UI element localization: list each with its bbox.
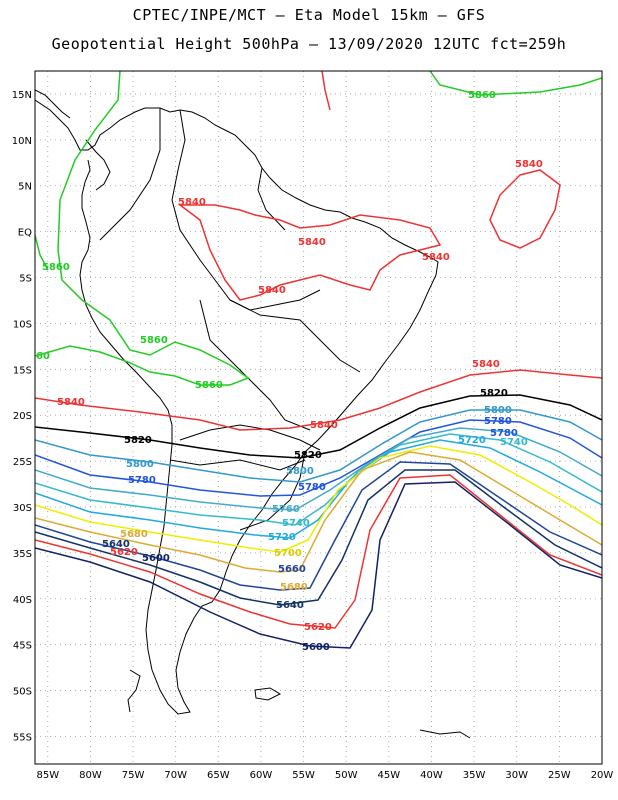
- contour-label: 5740: [500, 437, 528, 448]
- contour-5840: [35, 369, 602, 431]
- lon-tick-label: 70W: [164, 770, 187, 781]
- longitude-labels: 85W 80W 75W 70W 65W 60W 55W 50W 45W 40W 35W 30W 25W 2…: [36, 770, 613, 781]
- contour-label: 5800: [126, 459, 154, 470]
- contour-5700: [35, 445, 602, 553]
- contour-label: 5640: [102, 539, 130, 550]
- contour-label: 5820: [294, 450, 322, 461]
- contour-label: 5740: [282, 518, 310, 529]
- map-grid: [35, 71, 603, 764]
- map-title: CPTEC/INPE/MCT – Eta Model 15km – GFS: [132, 6, 486, 24]
- contour-label: 5780: [490, 428, 518, 439]
- map-frame: [34, 70, 603, 765]
- contour-label: 5780: [298, 482, 326, 493]
- lon-tick-label: 25W: [548, 770, 571, 781]
- lon-tick-label: 35W: [463, 770, 486, 781]
- lat-tick-label: 25S: [13, 457, 32, 468]
- contour-label: 5840: [258, 285, 286, 296]
- lon-tick-label: 75W: [122, 770, 145, 781]
- contour-label: 5860: [42, 262, 70, 273]
- contour-label: 60: [36, 351, 50, 362]
- contour-label: 5840: [57, 397, 85, 408]
- lat-tick-label: 5N: [18, 182, 32, 193]
- contour-label: 5840: [422, 252, 450, 263]
- lon-tick-label: 55W: [292, 770, 315, 781]
- contour-label: 5680: [280, 582, 308, 593]
- contour-label: 5840: [298, 237, 326, 248]
- contour-label: 5820: [480, 388, 508, 399]
- lat-tick-label: 10N: [12, 136, 32, 147]
- contour-label: 5600: [302, 642, 330, 653]
- lat-tick-label: 5S: [19, 274, 32, 285]
- contour-label: 5660: [278, 564, 306, 575]
- contour-5800: [35, 409, 602, 483]
- contour-label: 5800: [286, 466, 314, 477]
- lat-tick-label: 15N: [12, 90, 32, 101]
- contour-5860: [35, 71, 250, 386]
- contour-label: 5700: [274, 548, 302, 559]
- lon-tick-label: 80W: [79, 770, 102, 781]
- map-subtitle: Geopotential Height 500hPa – 13/09/2020 …: [51, 35, 567, 53]
- contour-5780: [35, 419, 602, 497]
- contour-label: 5600: [142, 553, 170, 564]
- lat-tick-label: 40S: [13, 595, 32, 606]
- lat-tick-label: EQ: [18, 228, 32, 239]
- lat-tick-label: 30S: [13, 503, 32, 514]
- lon-tick-label: 65W: [207, 770, 230, 781]
- contour-label: 5620: [304, 622, 332, 633]
- lat-tick-label: 50S: [13, 687, 32, 698]
- lat-tick-label: 35S: [13, 549, 32, 560]
- contour-labels: 5860 5860 5860 5860 60 5840 5840 5840 58…: [36, 90, 543, 653]
- contour-label: 5680: [120, 529, 148, 540]
- lon-tick-label: 40W: [420, 770, 443, 781]
- lat-tick-label: 15S: [13, 365, 32, 376]
- lon-tick-label: 85W: [36, 770, 59, 781]
- contour-5820: [35, 394, 602, 459]
- lon-tick-label: 60W: [250, 770, 273, 781]
- lat-tick-label: 10S: [13, 319, 32, 330]
- contour-label: 5860: [195, 380, 223, 391]
- contour-label: 5820: [124, 435, 152, 446]
- contour-lines: [35, 71, 602, 649]
- contour-label: 5720: [268, 532, 296, 543]
- contour-label: 5620: [110, 547, 138, 558]
- lat-tick-label: 45S: [13, 641, 32, 652]
- contour-label: 5840: [472, 359, 500, 370]
- lat-tick-label: 55S: [13, 732, 32, 743]
- contour-label: 5780: [484, 416, 512, 427]
- lon-tick-label: 45W: [378, 770, 401, 781]
- lat-tick-label: 20S: [13, 411, 32, 422]
- contour-label: 5840: [515, 159, 543, 170]
- latitude-labels: 15N 10N 5N EQ 5S 10S 15S 20S 25S 30S 35S 40S 45S 50S 5…: [12, 90, 32, 744]
- contour-label: 5780: [128, 475, 156, 486]
- contour-label: 5860: [468, 90, 496, 101]
- contour-label: 5720: [458, 435, 486, 446]
- contour-label: 5840: [310, 420, 338, 431]
- contour-label: 5840: [178, 197, 206, 208]
- lon-tick-label: 20W: [591, 770, 614, 781]
- contour-label: 5860: [140, 335, 168, 346]
- contour-label: 5640: [276, 600, 304, 611]
- coastline: [35, 89, 471, 739]
- contour-label: 5800: [484, 405, 512, 416]
- lon-tick-label: 30W: [505, 770, 528, 781]
- lon-tick-label: 50W: [335, 770, 358, 781]
- contour-label: 5760: [272, 504, 300, 515]
